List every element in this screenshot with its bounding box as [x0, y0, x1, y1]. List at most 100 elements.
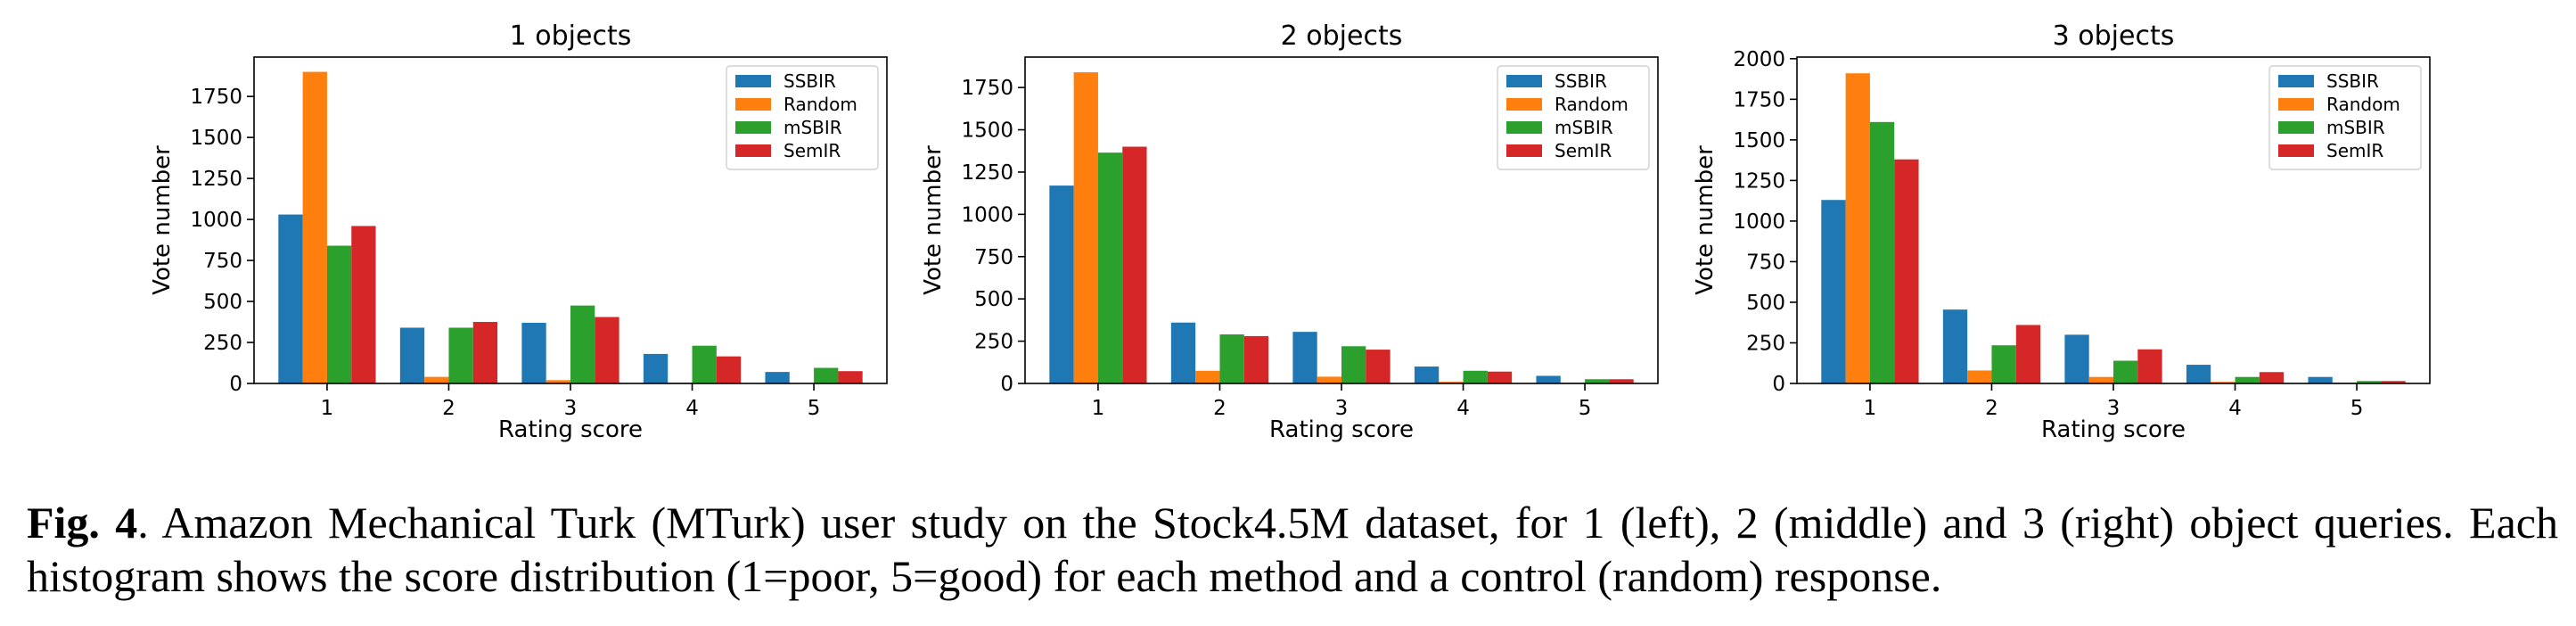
y-axis-label: Vote number	[920, 145, 947, 295]
bar-msbir-5	[1585, 379, 1610, 383]
y-axis-label: Vote number	[149, 145, 176, 295]
legend-swatch-random	[735, 98, 771, 111]
legend-label-semir: SemIR	[2326, 140, 2383, 161]
x-tick-label: 2	[1213, 397, 1226, 420]
bar-random-3	[1317, 376, 1341, 383]
bar-msbir-3	[570, 305, 595, 383]
bar-ssbir-1	[1049, 185, 1074, 383]
bar-semir-4	[1487, 371, 1513, 383]
legend-label-msbir: mSBIR	[783, 117, 842, 138]
bar-ssbir-1	[1821, 200, 1846, 383]
figure-caption: Fig. 4. Amazon Mechanical Turk (MTurk) u…	[27, 496, 2558, 603]
y-tick-label: 1750	[961, 77, 1013, 100]
legend-label-ssbir: SSBIR	[783, 70, 836, 92]
y-tick-label: 0	[1000, 373, 1013, 396]
bar-ssbir-3	[1292, 332, 1317, 383]
x-tick-label: 5	[2350, 397, 2364, 420]
bar-random-2	[424, 376, 449, 383]
y-tick-label: 1500	[190, 127, 242, 150]
y-tick-label: 0	[229, 373, 242, 396]
legend-swatch-ssbir	[2278, 75, 2314, 87]
bar-ssbir-1	[278, 214, 303, 383]
chart-title: 3 objects	[2053, 21, 2175, 52]
bar-semir-5	[838, 371, 863, 383]
chart-panel-2: 0 250 500 750 1000 1250 1500 1750 1 2 3 4 5 2 objects…	[920, 21, 1659, 443]
x-tick-label: 1	[321, 397, 334, 420]
chart-panel-3: 0 250 500 750 1000 1250 1500 1750 2000 1 2 3 4 5 3 obj…	[1692, 21, 2431, 443]
caption-label: Fig. 4	[27, 498, 138, 548]
x-axis-label: Rating score	[2041, 416, 2186, 443]
y-tick-label: 0	[1772, 373, 1785, 396]
legend-swatch-ssbir	[735, 75, 771, 87]
bar-msbir-2	[448, 327, 473, 383]
x-tick-label: 4	[685, 397, 699, 420]
bar-random-3	[2088, 376, 2113, 383]
bar-ssbir-4	[2186, 365, 2211, 383]
bar-random-1	[1073, 72, 1098, 383]
bar-ssbir-5	[1536, 375, 1561, 383]
bar-msbir-2	[1991, 345, 2016, 383]
bar-random-2	[1967, 370, 1992, 383]
y-tick-label: 1750	[190, 86, 242, 109]
bar-msbir-1	[1869, 121, 1895, 383]
bar-semir-2	[472, 322, 498, 383]
bar-random-3	[546, 380, 570, 383]
x-axis-label: Rating score	[498, 416, 643, 443]
bar-random-4	[2211, 382, 2236, 383]
bar-msbir-3	[2113, 360, 2138, 383]
legend-swatch-ssbir	[1506, 75, 1542, 87]
bar-semir-2	[2015, 325, 2041, 383]
legend-label-msbir: mSBIR	[1555, 117, 1613, 138]
bar-msbir-5	[2357, 381, 2382, 383]
y-tick-label: 1000	[1733, 210, 1785, 234]
x-axis-label: Rating score	[1269, 416, 1414, 443]
legend-box	[1497, 65, 1650, 170]
bar-ssbir-2	[399, 327, 425, 383]
y-tick-label: 1500	[1733, 129, 1785, 152]
bar-msbir-1	[1097, 152, 1123, 383]
bar-ssbir-4	[643, 353, 669, 383]
legend-swatch-msbir	[735, 121, 771, 134]
y-tick-label: 500	[974, 288, 1013, 311]
caption-text: . Amazon Mechanical Turk (MTurk) user st…	[27, 498, 2558, 601]
bar-semir-1	[1894, 159, 1919, 383]
y-tick-label: 2000	[1733, 48, 1785, 71]
bar-msbir-4	[1463, 370, 1488, 383]
x-tick-label: 4	[2228, 397, 2242, 420]
bar-random-1	[302, 71, 327, 384]
x-tick-label: 4	[1456, 397, 1470, 420]
y-tick-label: 750	[203, 250, 242, 273]
y-tick-label: 1000	[961, 203, 1013, 227]
bar-ssbir-5	[2308, 376, 2333, 383]
y-tick-label: 1250	[961, 161, 1013, 185]
y-tick-label: 1000	[190, 209, 242, 232]
bar-ssbir-4	[1414, 367, 1440, 383]
legend-swatch-semir	[735, 144, 771, 157]
bar-semir-4	[716, 356, 742, 383]
chart-panel-1: 0 250 500 750 1000 1250 1500 1750 1 2 3 4 5 1 objects…	[149, 21, 888, 443]
bar-ssbir-5	[765, 372, 790, 383]
legend-label-random: Random	[1555, 94, 1628, 115]
x-tick-label: 1	[1092, 397, 1105, 420]
bar-semir-1	[351, 226, 376, 383]
legend-swatch-random	[1506, 98, 1542, 111]
x-tick-label: 5	[1579, 397, 1592, 420]
legend-swatch-semir	[1506, 144, 1542, 157]
y-tick-label: 250	[1746, 332, 1785, 355]
legend-swatch-msbir	[2278, 121, 2314, 134]
bar-semir-2	[1243, 335, 1269, 383]
y-tick-label: 500	[1746, 292, 1785, 315]
bar-semir-4	[2259, 372, 2285, 383]
bar-msbir-3	[1341, 346, 1366, 383]
bar-msbir-4	[692, 345, 717, 383]
bar-random-2	[1195, 370, 1220, 383]
x-tick-label: 3	[1335, 397, 1349, 420]
y-tick-label: 1500	[961, 119, 1013, 143]
legend-swatch-msbir	[1506, 121, 1542, 134]
y-tick-label: 750	[1746, 251, 1785, 274]
legend-swatch-semir	[2278, 144, 2314, 157]
bar-ssbir-3	[521, 322, 546, 383]
